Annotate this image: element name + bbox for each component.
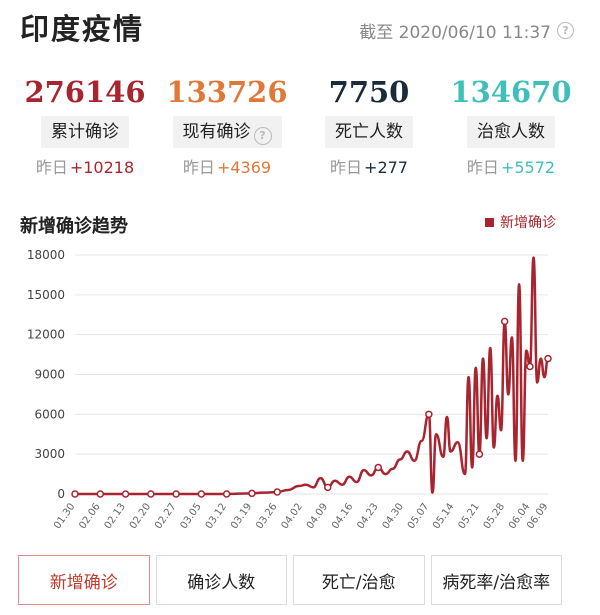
data-point [374, 463, 383, 472]
stat-current-confirmed: 133726 现有确诊? 昨日 +4369 [152, 72, 302, 182]
stat-label: 现有确诊? [172, 116, 282, 148]
header: 印度疫情 截至 2020/06/10 11:37 ? [20, 4, 580, 48]
x-tick-label: 03.19 [229, 501, 254, 531]
x-tick-label: 02.27 [153, 501, 178, 531]
x-tick-label: 01.30 [52, 501, 77, 531]
stat-label: 累计确诊 [41, 116, 129, 148]
data-point [526, 362, 534, 371]
stats-panel: 276146 累计确诊 昨日 +10218 133726 现有确诊? 昨日 +436… [0, 72, 600, 182]
data-point [121, 490, 130, 498]
x-tick-label: 02.13 [103, 501, 128, 531]
data-point [500, 317, 509, 326]
stat-deaths: 7750 死亡人数 昨日 +277 [294, 72, 444, 182]
y-tick-label: 3000 [34, 447, 65, 461]
data-point [273, 488, 281, 496]
stat-label: 死亡人数 [325, 116, 413, 148]
y-tick-label: 6000 [34, 407, 65, 421]
stat-label: 治愈人数 [467, 116, 555, 148]
page-title: 印度疫情 [20, 12, 145, 46]
help-icon[interactable]: ? [557, 22, 574, 39]
x-tick-label: 02.06 [77, 501, 102, 531]
data-point [147, 490, 155, 498]
data-point [323, 483, 332, 492]
stat-total-confirmed: 276146 累计确诊 昨日 +10218 [10, 72, 160, 182]
data-point [425, 410, 433, 419]
y-tick-label: 0 [57, 487, 65, 501]
as-of-timestamp: 截至 2020/06/10 11:37 ? [359, 18, 574, 43]
stat-value: 276146 [24, 75, 146, 109]
stat-delta: 昨日 +277 [330, 158, 408, 177]
x-tick-label: 03.26 [254, 501, 279, 531]
legend-label: 新增确诊 [500, 215, 556, 231]
x-tick-label: 05.14 [431, 501, 456, 531]
data-point [544, 354, 552, 363]
x-tick-label: 05.21 [456, 501, 481, 531]
legend-swatch [485, 217, 494, 227]
y-tick-label: 15000 [27, 288, 65, 302]
data-point [222, 490, 231, 498]
data-point [248, 489, 256, 498]
x-tick-label: 04.23 [355, 501, 380, 531]
x-tick-label: 04.09 [305, 501, 330, 531]
stat-delta: 昨日 +5572 [466, 158, 556, 177]
x-tick-label: 04.16 [330, 501, 355, 531]
stat-value: 7750 [328, 75, 410, 109]
x-tick-label: 03.12 [204, 501, 229, 531]
stat-recovered: 134670 治愈人数 昨日 +5572 [436, 72, 586, 182]
x-tick-label: 05.07 [406, 501, 431, 531]
help-icon[interactable]: ? [253, 127, 272, 145]
chart-tabs: 新增确诊 确诊人数 死亡/治愈 病死率/治愈率 [18, 555, 562, 605]
data-point [172, 490, 180, 498]
tab-death-recovery-rate[interactable]: 病死率/治愈率 [430, 555, 562, 605]
tab-new-confirmed[interactable]: 新增确诊 [18, 555, 150, 605]
data-point [96, 490, 105, 498]
x-tick-label: 04.02 [279, 501, 304, 531]
data-point [197, 490, 206, 498]
y-tick-label: 18000 [27, 248, 65, 262]
stat-value: 134670 [450, 75, 572, 109]
stat-delta: 昨日 +10218 [35, 158, 135, 177]
x-tick-label: 03.05 [178, 501, 203, 531]
as-of-text: 截至 2020/06/10 11:37 [359, 23, 551, 43]
data-point [71, 490, 79, 498]
x-tick-label: 04.30 [381, 501, 406, 531]
series-line-new-confirmed [75, 256, 550, 496]
tab-deaths-recovered[interactable]: 死亡/治愈 [293, 555, 425, 605]
stat-value: 133726 [166, 75, 288, 109]
y-tick-label: 9000 [34, 368, 65, 382]
chart-title: 新增确诊趋势 [20, 216, 128, 237]
data-point [475, 450, 484, 458]
stat-delta: 昨日 +4369 [182, 158, 272, 177]
x-tick-label: 05.28 [482, 501, 507, 531]
y-tick-label: 12000 [27, 328, 65, 342]
chart-legend[interactable]: 新增确诊 [485, 212, 556, 232]
tab-confirmed-total[interactable]: 确诊人数 [155, 555, 287, 605]
x-tick-label: 02.20 [128, 501, 153, 531]
